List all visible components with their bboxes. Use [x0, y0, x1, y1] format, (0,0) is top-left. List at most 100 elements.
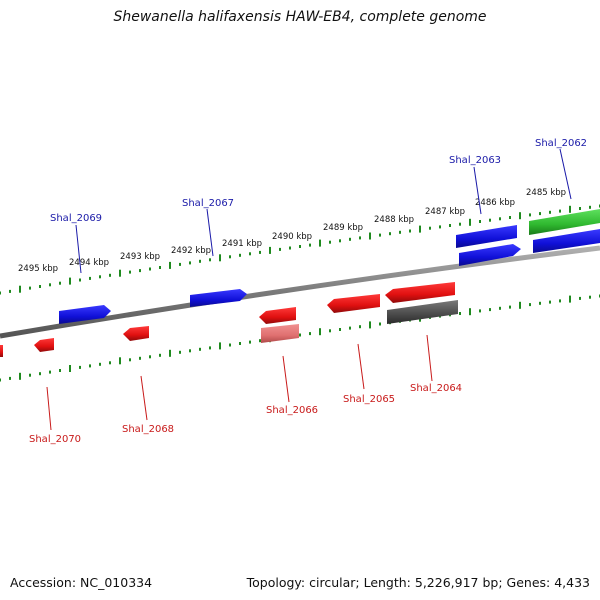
minor-tick: [149, 355, 151, 359]
minor-tick: [179, 350, 181, 354]
minor-tick: [49, 283, 51, 287]
gene-shal-2062[interactable]: [533, 229, 600, 253]
minor-tick: [9, 289, 11, 293]
major-tick: [119, 269, 121, 277]
minor-tick: [359, 325, 361, 329]
gene-label[interactable]: Shal_2070: [29, 434, 81, 445]
major-tick: [369, 321, 371, 329]
scale-label: 2485 kbp: [526, 188, 566, 198]
minor-tick: [0, 378, 1, 382]
scale-label: 2495 kbp: [18, 264, 58, 274]
minor-tick: [539, 212, 541, 216]
major-tick: [319, 239, 321, 247]
minor-tick: [159, 266, 161, 269]
major-tick: [319, 328, 321, 336]
minor-tick: [229, 343, 231, 347]
minor-tick: [79, 365, 81, 369]
minor-tick: [79, 278, 81, 282]
scale-label: 2487 kbp: [425, 207, 465, 217]
minor-tick: [49, 370, 51, 374]
gene-labels: Shal_2062 Shal_2063 Shal_2067 Shal_2069 …: [29, 138, 587, 445]
minor-tick: [279, 247, 281, 251]
gene-shal-2069[interactable]: [59, 305, 111, 324]
minor-tick: [299, 333, 301, 337]
gene-label[interactable]: Shal_2063: [449, 155, 501, 166]
minor-tick: [339, 239, 341, 243]
minor-tick: [329, 240, 331, 244]
label-leaders: [46, 148, 572, 431]
gene-edge-left[interactable]: [0, 345, 3, 357]
minor-tick: [589, 295, 591, 299]
gene-shal-2066-partial[interactable]: [261, 324, 299, 343]
gene-label[interactable]: Shal_2062: [535, 138, 587, 149]
minor-tick: [559, 299, 561, 303]
gene-shal-2068[interactable]: [123, 326, 149, 341]
gene-shal-2064[interactable]: [385, 282, 455, 303]
minor-tick: [399, 230, 401, 234]
minor-tick: [309, 243, 311, 247]
minor-tick: [579, 207, 581, 210]
gene-label[interactable]: Shal_2067: [182, 198, 234, 209]
minor-tick: [89, 276, 91, 280]
minor-tick: [29, 286, 31, 290]
minor-tick: [309, 332, 311, 336]
minor-tick: [459, 222, 461, 226]
gene-shal-2067[interactable]: [190, 289, 247, 307]
gene-shal-2063-upper[interactable]: [456, 225, 517, 248]
minor-tick: [239, 253, 241, 257]
minor-tick: [149, 267, 151, 271]
major-tick: [19, 285, 21, 293]
gene-shal-2063[interactable]: [459, 244, 521, 266]
gene-label[interactable]: Shal_2068: [122, 424, 174, 435]
scale-label: 2494 kbp: [69, 258, 109, 268]
major-tick: [369, 232, 371, 240]
scale-label: 2489 kbp: [323, 223, 363, 233]
minor-tick: [359, 236, 361, 240]
minor-tick: [589, 205, 591, 209]
reverse-genes: [0, 282, 458, 357]
major-tick: [469, 308, 471, 316]
minor-tick: [489, 218, 491, 222]
minor-tick: [89, 364, 91, 368]
minor-tick: [129, 270, 131, 274]
scale-labels: 2485 kbp 2486 kbp 2487 kbp 2488 kbp 2489…: [18, 188, 566, 274]
gene-label[interactable]: Shal_2064: [410, 383, 462, 394]
scale-label: 2490 kbp: [272, 232, 312, 242]
minor-tick: [389, 232, 391, 236]
minor-tick: [289, 246, 291, 250]
gene-shal-2065[interactable]: [327, 294, 380, 313]
minor-tick: [509, 216, 511, 219]
minor-tick: [129, 358, 131, 362]
minor-tick: [509, 305, 511, 309]
minor-tick: [159, 353, 161, 357]
scale-label: 2486 kbp: [475, 198, 515, 208]
scale-label: 2488 kbp: [374, 215, 414, 225]
scale-label: 2491 kbp: [222, 239, 262, 249]
gene-label[interactable]: Shal_2065: [343, 394, 395, 405]
major-tick: [519, 301, 521, 309]
minor-tick: [99, 275, 101, 279]
major-tick: [69, 365, 71, 372]
major-tick: [219, 342, 221, 350]
forward-genes: [59, 209, 600, 324]
minor-tick: [209, 346, 211, 350]
minor-tick: [349, 326, 351, 330]
gene-shal-2062-rna[interactable]: [529, 209, 600, 235]
minor-tick: [539, 301, 541, 305]
minor-tick: [179, 262, 181, 266]
map-title: Shewanella halifaxensis HAW-EB4, complet…: [113, 9, 487, 25]
gene-label[interactable]: Shal_2069: [50, 213, 102, 224]
gene-label[interactable]: Shal_2066: [266, 405, 318, 416]
minor-tick: [259, 250, 261, 254]
genome-summary-text: Topology: circular; Length: 5,226,917 bp…: [246, 575, 590, 590]
minor-tick: [39, 372, 41, 376]
major-tick: [519, 212, 521, 220]
minor-tick: [409, 229, 411, 233]
minor-tick: [139, 356, 141, 360]
minor-tick: [189, 261, 191, 265]
gene-shal-2066[interactable]: [259, 307, 296, 324]
minor-tick: [379, 322, 381, 326]
gene-shal-2070[interactable]: [34, 338, 54, 352]
gene-shal-2064-pseudo[interactable]: [387, 300, 458, 324]
